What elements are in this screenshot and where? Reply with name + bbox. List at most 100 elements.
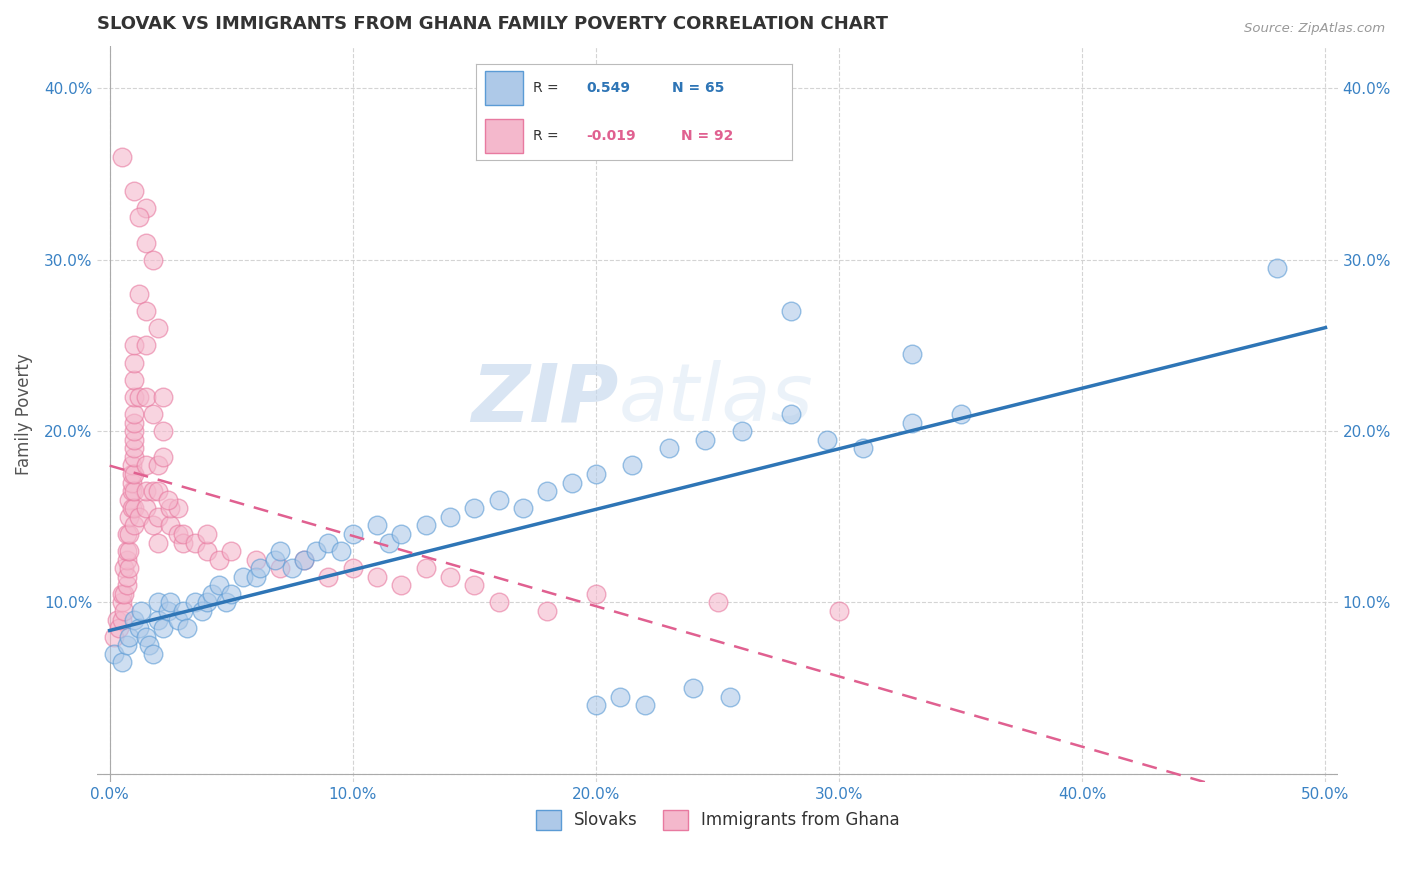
Point <box>128 210 150 224</box>
Point <box>378 535 401 549</box>
Point <box>609 690 631 704</box>
Point <box>112 587 135 601</box>
Point <box>122 373 145 387</box>
Point <box>112 561 135 575</box>
Text: SLOVAK VS IMMIGRANTS FROM GHANA FAMILY POVERTY CORRELATION CHART: SLOVAK VS IMMIGRANTS FROM GHANA FAMILY P… <box>97 15 889 33</box>
Point <box>121 475 143 490</box>
Point <box>159 501 181 516</box>
Point <box>159 518 181 533</box>
Point <box>269 544 291 558</box>
Point <box>122 433 145 447</box>
Point <box>415 518 437 533</box>
Point <box>118 630 141 644</box>
Point <box>152 424 174 438</box>
Point <box>166 613 188 627</box>
Point <box>152 390 174 404</box>
Point <box>142 647 165 661</box>
Point <box>585 587 607 601</box>
Point <box>488 595 510 609</box>
Point <box>815 433 838 447</box>
Point <box>172 535 194 549</box>
Point <box>488 492 510 507</box>
Point <box>111 595 134 609</box>
Point <box>245 570 267 584</box>
Point <box>122 184 145 198</box>
Point <box>115 570 138 584</box>
Point <box>232 570 254 584</box>
Point <box>1265 261 1288 276</box>
Point <box>195 595 218 609</box>
Point <box>901 416 924 430</box>
Point <box>561 475 583 490</box>
Point <box>142 518 165 533</box>
Point <box>152 450 174 464</box>
Point <box>115 578 138 592</box>
Point <box>142 252 165 267</box>
Point <box>115 527 138 541</box>
Point <box>148 535 170 549</box>
Point <box>135 501 157 516</box>
Point <box>342 527 364 541</box>
Point <box>731 424 754 438</box>
Point <box>779 304 801 318</box>
Point <box>949 407 972 421</box>
Point <box>122 416 145 430</box>
Point <box>103 630 125 644</box>
Point <box>115 638 138 652</box>
Point <box>366 570 388 584</box>
Point <box>115 544 138 558</box>
Point <box>122 484 145 499</box>
Point <box>108 621 131 635</box>
Point <box>118 561 141 575</box>
Point <box>128 509 150 524</box>
Point <box>148 484 170 499</box>
Point <box>682 681 704 695</box>
Point <box>122 407 145 421</box>
Point <box>122 501 145 516</box>
Point <box>585 467 607 481</box>
Point <box>122 390 145 404</box>
Point <box>121 467 143 481</box>
Point <box>901 347 924 361</box>
Point <box>111 613 134 627</box>
Point <box>118 492 141 507</box>
Point <box>264 552 287 566</box>
Y-axis label: Family Poverty: Family Poverty <box>15 353 32 475</box>
Point <box>201 587 224 601</box>
Point <box>172 527 194 541</box>
Point <box>148 509 170 524</box>
Point <box>292 552 315 566</box>
Point <box>215 595 238 609</box>
Point <box>148 613 170 627</box>
Point <box>122 613 145 627</box>
Point <box>156 604 179 618</box>
Point <box>166 527 188 541</box>
Legend: Slovaks, Immigrants from Ghana: Slovaks, Immigrants from Ghana <box>529 803 907 837</box>
Point <box>121 458 143 473</box>
Point <box>695 433 717 447</box>
Point <box>219 587 242 601</box>
Point <box>633 698 655 713</box>
Point <box>166 501 188 516</box>
Point <box>135 630 157 644</box>
Point <box>121 501 143 516</box>
Point <box>135 458 157 473</box>
Point <box>135 235 157 250</box>
Point <box>142 407 165 421</box>
Point <box>111 150 134 164</box>
Point <box>415 561 437 575</box>
Point <box>219 544 242 558</box>
Point <box>658 442 681 456</box>
Point <box>148 595 170 609</box>
Point <box>135 484 157 499</box>
Point <box>135 202 157 216</box>
Point <box>245 552 267 566</box>
Point <box>121 484 143 499</box>
Point <box>342 561 364 575</box>
Point <box>148 321 170 335</box>
Text: ZIP: ZIP <box>471 360 619 438</box>
Point <box>536 484 558 499</box>
Point <box>184 535 207 549</box>
Point <box>852 442 875 456</box>
Point <box>159 595 181 609</box>
